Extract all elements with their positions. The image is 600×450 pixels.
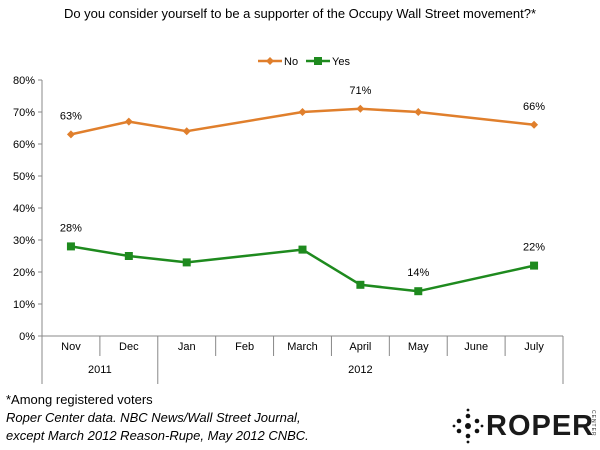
roper-center-logo: ROPER CENTER: [452, 408, 598, 446]
y-tick-label: 40%: [13, 203, 35, 215]
data-label: 66%: [523, 101, 545, 113]
data-point-yes: [124, 252, 133, 260]
year-group-label: 2012: [348, 364, 372, 376]
y-tick-label: 60%: [13, 139, 35, 151]
logo-tagline: CENTER: [590, 410, 596, 437]
data-point-no: [356, 104, 365, 113]
x-tick-label: July: [524, 341, 544, 353]
source-line-1: Roper Center data. NBC News/Wall Street …: [6, 410, 301, 425]
data-point-no: [66, 130, 75, 139]
y-tick-label: 80%: [13, 75, 35, 87]
year-group-label: 2011: [88, 364, 112, 376]
line-chart: 0% 10% 20% 30% 40% 50% 60% 70% 80% Nov Dec Jan Feb Ma…: [13, 56, 564, 384]
x-tick-label: May: [408, 341, 429, 353]
x-tick-label: Jan: [178, 341, 196, 353]
footnote-registered-voters: *Among registered voters: [6, 392, 153, 407]
y-tick-label: 30%: [13, 235, 35, 247]
logo-wordmark: ROPER: [486, 410, 595, 442]
y-tick-label: 70%: [13, 107, 35, 119]
data-point-no: [530, 120, 539, 129]
y-tick-label: 0%: [19, 331, 35, 343]
legend-marker: [266, 57, 274, 65]
y-tick-label: 50%: [13, 171, 35, 183]
legend-marker: [314, 57, 322, 65]
x-tick-label: Dec: [119, 341, 139, 353]
data-label: 28%: [60, 222, 82, 234]
source-line-2: except March 2012 Reason-Rupe, May 2012 …: [6, 428, 309, 443]
y-tick-label: 20%: [13, 267, 35, 279]
data-point-yes: [182, 258, 191, 267]
roper-starburst-icon: [452, 408, 484, 444]
y-tick-label: 10%: [13, 299, 35, 311]
data-point-no: [298, 108, 307, 116]
legend-label: No: [284, 56, 298, 68]
data-label: 71%: [349, 85, 371, 97]
data-point-no: [182, 127, 191, 136]
data-point-yes: [530, 261, 539, 270]
data-point-yes: [298, 245, 307, 254]
data-label: 22%: [523, 242, 545, 254]
chart-title: Do you consider yourself to be a support…: [63, 6, 537, 21]
x-tick-label: April: [349, 341, 371, 353]
data-point-no: [414, 108, 423, 116]
x-tick-label: Feb: [235, 341, 254, 353]
data-point-yes: [356, 280, 365, 289]
x-tick-label: June: [464, 341, 488, 353]
x-tick-label: March: [287, 341, 318, 353]
legend-label: Yes: [332, 56, 350, 68]
data-point-yes: [66, 242, 75, 251]
data-label: 63%: [60, 110, 82, 122]
data-point-no: [124, 117, 133, 126]
data-label: 14%: [407, 267, 429, 279]
x-tick-label: Nov: [61, 341, 81, 353]
data-point-yes: [414, 287, 423, 296]
